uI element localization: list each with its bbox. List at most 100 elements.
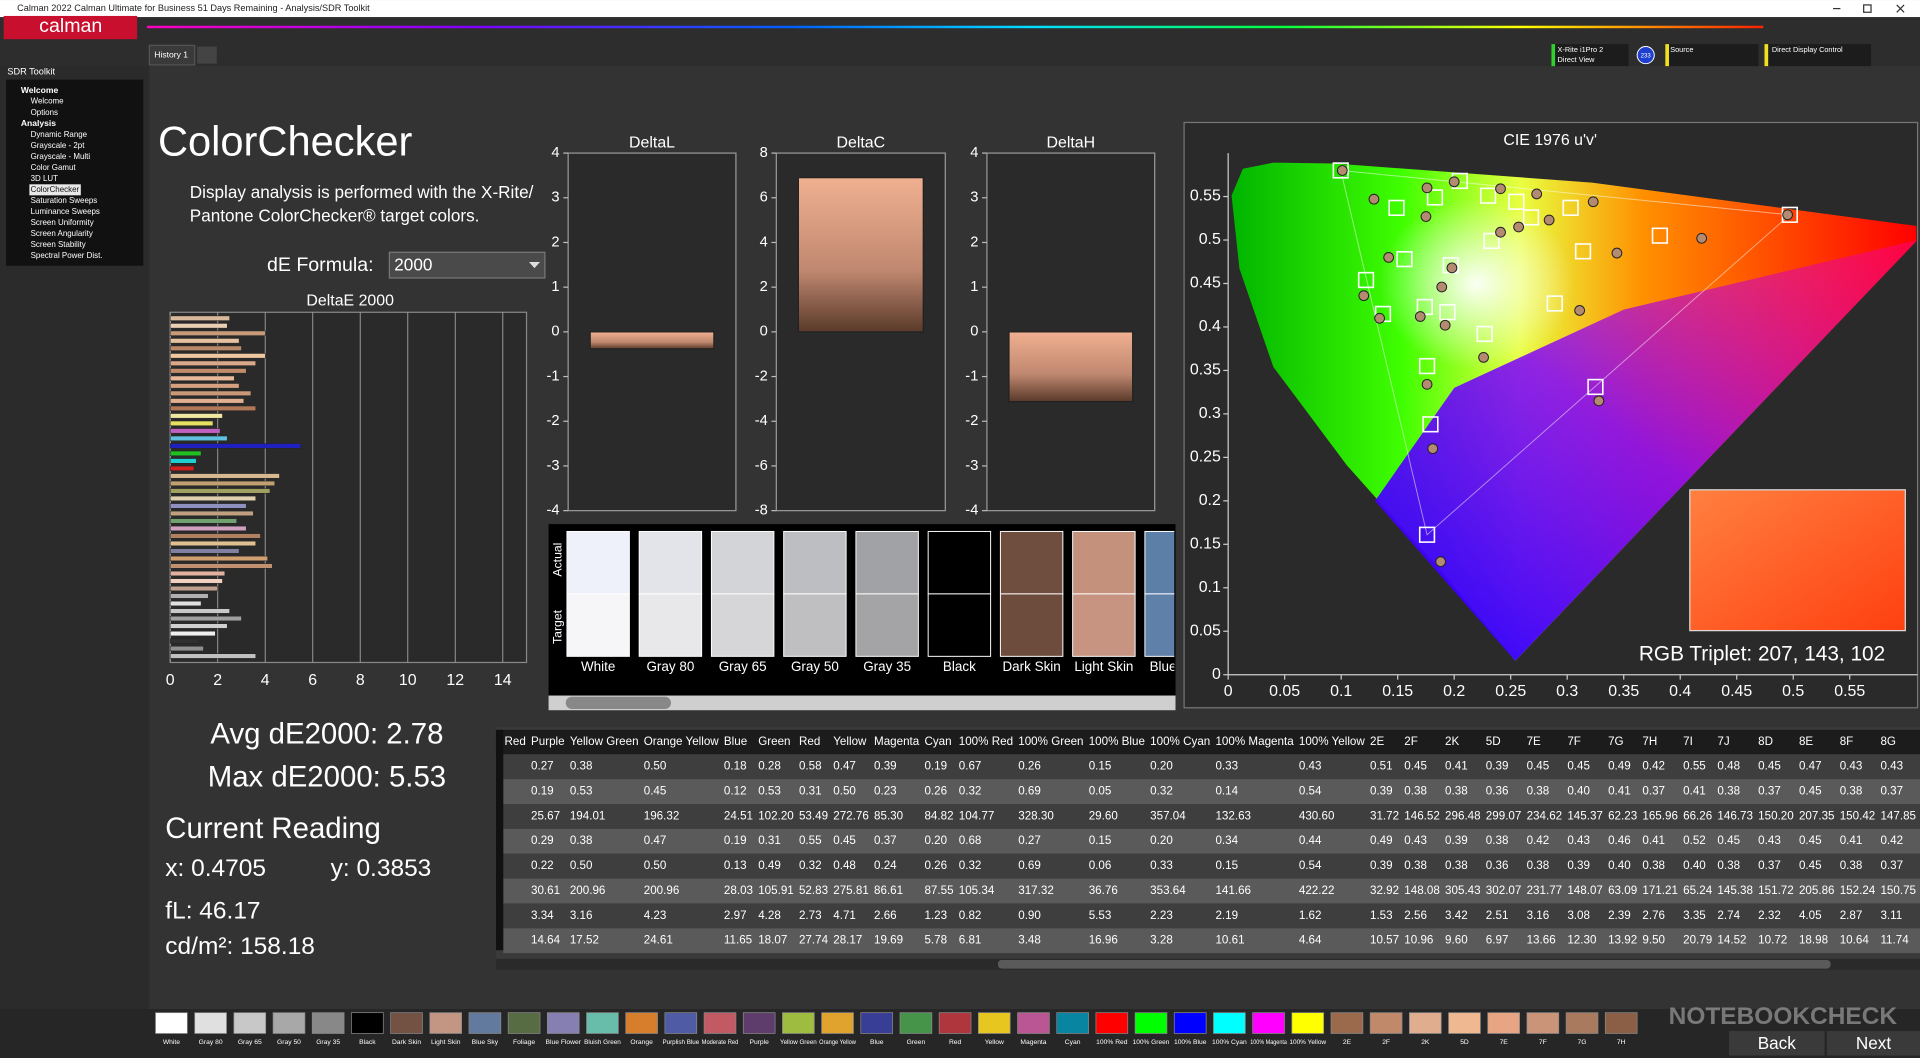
palette-swatch[interactable]	[1095, 1012, 1129, 1034]
bar	[169, 480, 275, 486]
table-cell: 3.42	[1445, 909, 1468, 922]
column-header: Blue	[724, 735, 747, 748]
palette-swatch[interactable]	[1487, 1012, 1520, 1034]
table-cell: 0.54	[1299, 784, 1322, 797]
bar	[169, 405, 256, 411]
table-cell: 0.38	[1404, 859, 1427, 872]
palette-swatch[interactable]	[1330, 1012, 1364, 1034]
tree-item[interactable]: Screen Stability	[31, 240, 86, 249]
scroll-thumb[interactable]	[565, 696, 672, 709]
display-box[interactable]	[1764, 44, 1872, 67]
back-label[interactable]: Back	[1758, 1033, 1797, 1053]
badge[interactable]	[1636, 46, 1655, 65]
palette-swatch[interactable]	[507, 1012, 541, 1034]
palette-swatch[interactable]	[272, 1012, 306, 1034]
palette-swatch[interactable]	[1291, 1012, 1325, 1034]
table-cell: 0.39	[1567, 859, 1590, 872]
tree-item[interactable]: Grayscale - Multi	[31, 152, 91, 161]
x-tick-label: 10	[399, 672, 417, 689]
meter-box[interactable]	[1551, 44, 1629, 67]
source-box[interactable]	[1665, 44, 1759, 67]
tree-item[interactable]: Dynamic Range	[31, 130, 88, 139]
palette-swatch[interactable]	[233, 1012, 267, 1034]
tree-item[interactable]: Spectral Power Dist.	[31, 251, 103, 260]
palette-swatch[interactable]	[586, 1012, 619, 1034]
palette-swatch[interactable]	[938, 1012, 972, 1034]
palette-swatch[interactable]	[1056, 1012, 1089, 1034]
palette-swatch[interactable]	[703, 1012, 737, 1034]
swatch-scrollbar[interactable]	[548, 695, 1176, 711]
add-tab[interactable]	[197, 46, 217, 64]
table-scroll-thumb[interactable]	[997, 960, 1831, 969]
palette-swatch[interactable]	[1213, 1012, 1246, 1034]
actual-marker	[1436, 281, 1448, 293]
formula-select[interactable]	[388, 251, 546, 279]
table-cell: 0.49	[1608, 760, 1631, 773]
next-button[interactable]	[1826, 1031, 1920, 1056]
close-icon[interactable]	[1896, 4, 1905, 13]
table-cell: 31.72	[1370, 809, 1399, 822]
palette-swatch[interactable]	[860, 1012, 894, 1034]
palette-swatch[interactable]	[311, 1012, 345, 1034]
y-tick-label: 3	[551, 190, 559, 206]
table-cell: 0.38	[1717, 784, 1740, 797]
table-cell: 87.55	[924, 884, 953, 897]
palette-swatch[interactable]	[782, 1012, 815, 1034]
x-tick-label: 12	[446, 672, 464, 689]
x-tick-label: 0.2	[1443, 683, 1465, 700]
palette-swatch[interactable]	[390, 1012, 423, 1034]
table-cell: 0.40	[1567, 784, 1590, 797]
palette-swatch[interactable]	[1448, 1012, 1481, 1034]
tree-item[interactable]: Color Gamut	[31, 163, 77, 172]
tree-item[interactable]: Luminance Sweeps	[31, 207, 100, 216]
palette-swatch[interactable]	[1134, 1012, 1168, 1034]
palette-swatch[interactable]	[899, 1012, 933, 1034]
palette-swatch[interactable]	[1173, 1012, 1207, 1034]
back-button[interactable]	[1728, 1031, 1825, 1056]
palette-swatch[interactable]	[978, 1012, 1011, 1034]
tree-item[interactable]: 3D LUT	[31, 174, 58, 183]
palette-swatch[interactable]	[625, 1012, 658, 1034]
palette-swatch[interactable]	[468, 1012, 502, 1034]
table-cell: 0.05	[1089, 784, 1112, 797]
table-row-bg	[503, 754, 1920, 780]
palette-swatch[interactable]	[546, 1012, 580, 1034]
bar	[169, 390, 252, 396]
next-label[interactable]: Next	[1856, 1033, 1891, 1053]
palette-swatch[interactable]	[1526, 1012, 1560, 1034]
palette-swatch[interactable]	[742, 1012, 776, 1034]
actual-marker	[1439, 319, 1451, 331]
palette-swatch[interactable]	[1409, 1012, 1442, 1034]
column-header: 5D	[1486, 735, 1501, 748]
palette-swatch[interactable]	[1252, 1012, 1285, 1034]
table-cell: 0.26	[924, 784, 947, 797]
tree-item[interactable]: ColorChecker	[31, 185, 80, 194]
tree-item[interactable]: Screen Uniformity	[31, 218, 94, 227]
tree-item[interactable]: Saturation Sweeps	[31, 196, 98, 205]
table-cell: 0.15	[1089, 760, 1112, 773]
palette-swatch[interactable]	[664, 1012, 698, 1034]
logo-box[interactable]	[3, 15, 138, 40]
tree-item[interactable]: Welcome	[31, 97, 65, 106]
palette-swatch[interactable]	[429, 1012, 462, 1034]
palette-swatch[interactable]	[1017, 1012, 1050, 1034]
bar	[169, 345, 242, 351]
formula-label: dE Formula:	[267, 254, 374, 276]
palette-swatch[interactable]	[1565, 1012, 1599, 1034]
tree-item[interactable]: Grayscale - 2pt	[31, 141, 86, 150]
palette-swatch[interactable]	[155, 1012, 188, 1034]
swatch-target	[638, 593, 703, 657]
tree-item[interactable]: Options	[31, 108, 58, 117]
tree-item[interactable]: Screen Angularity	[31, 229, 93, 238]
maximize-icon[interactable]	[1863, 4, 1872, 13]
swatch-label: Dark Skin	[1002, 659, 1060, 674]
palette-swatch[interactable]	[821, 1012, 854, 1034]
palette-swatch[interactable]	[1604, 1012, 1638, 1034]
palette-swatch[interactable]	[194, 1012, 227, 1034]
swatch-target	[927, 593, 992, 657]
table-cell: 10.61	[1215, 934, 1244, 947]
actual-marker	[1513, 221, 1524, 233]
palette-swatch[interactable]	[351, 1012, 384, 1034]
tab[interactable]	[148, 44, 196, 66]
palette-swatch[interactable]	[1369, 1012, 1403, 1034]
